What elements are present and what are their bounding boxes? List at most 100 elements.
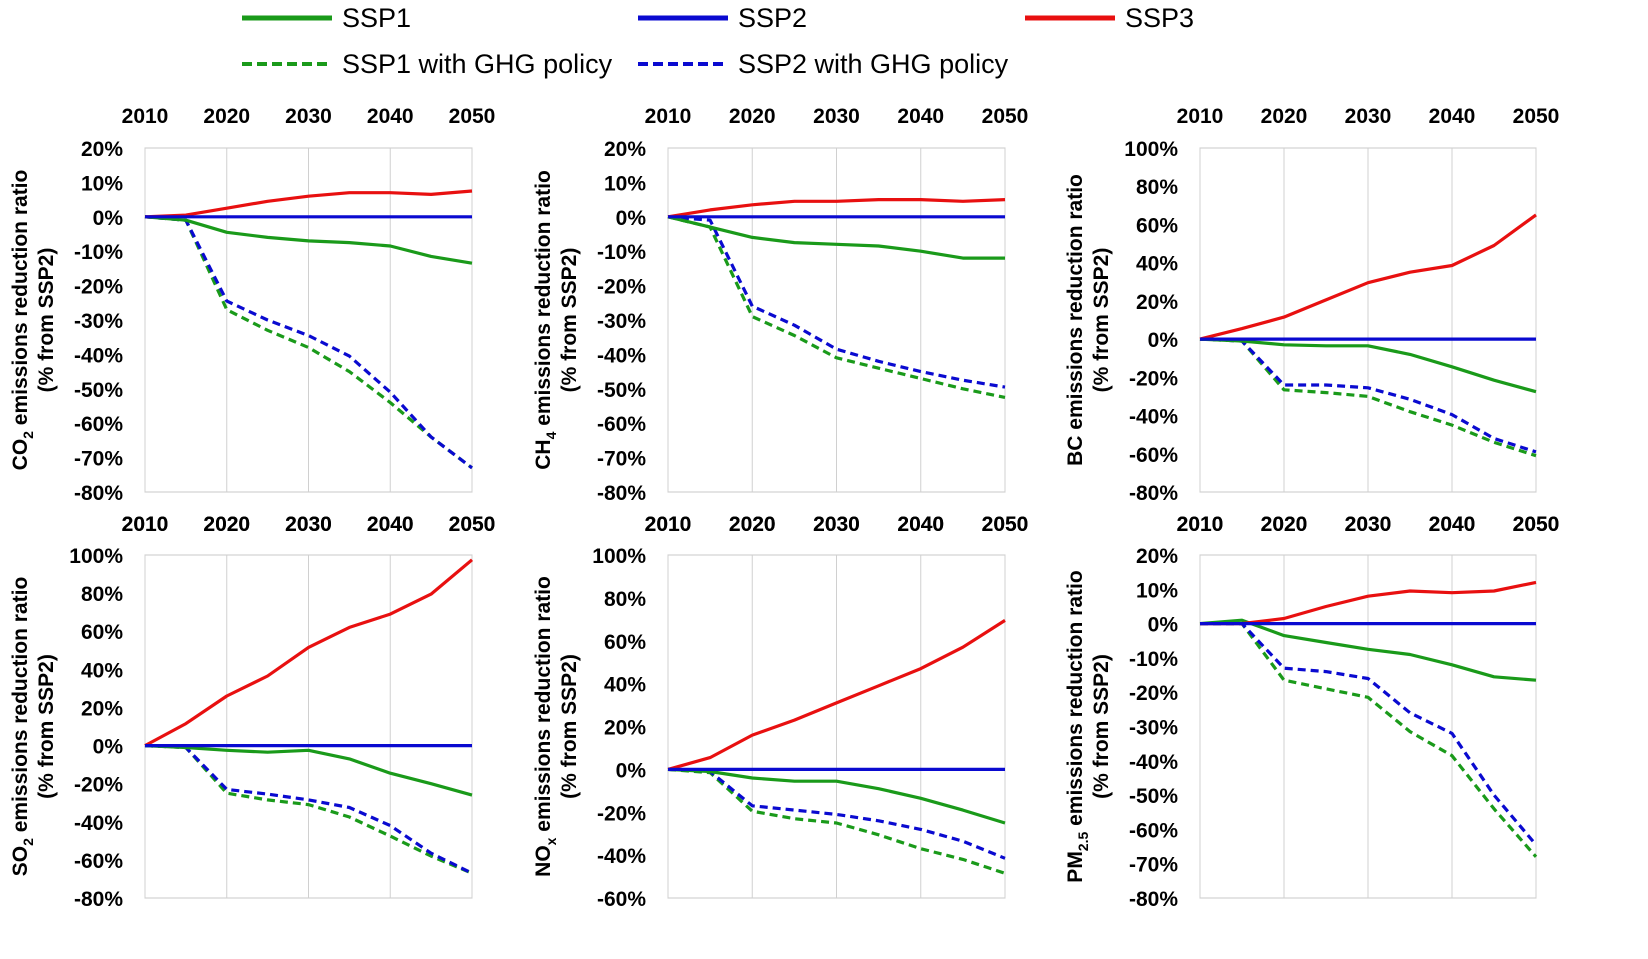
y-tick-label: -10% (1129, 648, 1178, 671)
series-line-ssp1-with-ghg-policy (667, 215, 1006, 399)
legend-label-ssp2: SSP2 (738, 2, 808, 33)
y-tick-label: -70% (74, 448, 123, 471)
x-tick-label: 2050 (982, 105, 1029, 128)
series-line-ssp1 (144, 215, 473, 265)
y-axis-label-rest: emissions reduction ratio (1064, 570, 1087, 831)
y-tick-label: 80% (604, 588, 646, 611)
y-tick-label: -80% (1129, 482, 1178, 505)
y-tick-label: -50% (1129, 785, 1178, 808)
y-axis-label-rest: emissions reduction ratio (9, 170, 32, 431)
legend-label-ssp1: SSP1 (342, 2, 412, 33)
legend-item-ssp1-ghg: SSP1 with GHG policy (242, 49, 612, 79)
y-tick-label: -60% (74, 850, 123, 873)
y-tick-label: -80% (1129, 888, 1178, 911)
y-tick-label: -20% (74, 276, 123, 299)
x-tick-label: 2020 (203, 105, 250, 128)
y-axis-label-subscript: 2.5 (1075, 832, 1091, 852)
y-tick-label: -20% (597, 276, 646, 299)
legend-swatch-ssp2-ghg (638, 62, 728, 66)
y-tick-label: -40% (1129, 751, 1178, 774)
x-tick-label: 2030 (813, 513, 860, 536)
legend-label-ssp3: SSP3 (1125, 2, 1195, 33)
y-axis-label-rest: emissions reduction ratio (532, 170, 555, 431)
y-axis-label: PM2.5 emissions reduction ratio (1064, 570, 1091, 882)
y-tick-label: 20% (1136, 545, 1178, 568)
legend: SSP1 SSP2 SSP3 SSP1 with GHG policy SSP2… (0, 0, 1648, 90)
y-tick-label: 20% (81, 138, 123, 161)
y-axis-label: NOx emissions reduction ratio (532, 576, 559, 877)
x-tick-label: 2010 (645, 513, 692, 536)
series-line-ssp2-with-ghg-policy (1199, 337, 1537, 454)
x-tick-label: 2030 (1345, 513, 1392, 536)
y-axis-label-subscript: 4 (543, 431, 559, 439)
x-tick-label: 2050 (982, 513, 1029, 536)
y-tick-label: 60% (1136, 214, 1178, 237)
legend-item-ssp2-ghg: SSP2 with GHG policy (638, 49, 1008, 79)
y-tick-label: -70% (1129, 854, 1178, 877)
y-axis-label-line2: (% from SSP2) (35, 654, 58, 799)
y-tick-label: 40% (1136, 253, 1178, 276)
y-tick-label: -60% (597, 413, 646, 436)
y-axis-label: CO2 emissions reduction ratio (9, 170, 36, 471)
x-tick-label: 2010 (122, 105, 169, 128)
series-line-ssp1-with-ghg-policy (667, 767, 1006, 875)
chart-panel-4: 100% 80% 60% 40% 20% 0% -20% -40% -60% -80% 2010 20… (9, 513, 495, 911)
y-tick-label: 40% (604, 674, 646, 697)
series-line-ssp2-with-ghg-policy (1200, 621, 1538, 846)
series-line-ssp1 (1199, 337, 1537, 394)
series-line-ssp1 (667, 767, 1006, 825)
y-tick-label: 10% (604, 172, 646, 195)
y-axis-label-rest: emissions reduction ratio (9, 577, 32, 838)
y-axis-label: SO2 emissions reduction ratio (9, 577, 36, 877)
y-tick-label: -30% (597, 310, 646, 333)
y-tick-label: -60% (597, 888, 646, 911)
x-tick-label: 2050 (1513, 105, 1560, 128)
y-axis-label-subscript: 2 (20, 431, 36, 439)
y-axis-label-main: CO (9, 439, 32, 471)
y-tick-label: 40% (81, 659, 123, 682)
chart-panel-1: 20% 10% 0% -10% -20% -30% -40% -50% -60% -70% -80%… (9, 105, 495, 536)
series-line-ssp1-with-ghg-policy (144, 744, 473, 875)
y-tick-label: -60% (1129, 819, 1178, 842)
y-tick-label: -60% (1129, 444, 1178, 467)
y-tick-label: -80% (74, 482, 123, 505)
y-tick-label: -40% (1129, 406, 1178, 429)
x-tick-label: 2040 (897, 513, 944, 536)
y-axis-label-line2: (% from SSP2) (1090, 248, 1113, 393)
y-tick-label: -70% (597, 448, 646, 471)
chart-panel-6: 20% 10% 0% -10% -20% -30% -40% -50% -60% -70% -80%… (1064, 513, 1559, 911)
y-axis-label-main: SO (9, 846, 32, 876)
y-tick-label: -60% (74, 413, 123, 436)
y-tick-label: 80% (81, 583, 123, 606)
x-tick-label: 2040 (367, 513, 414, 536)
y-tick-label: 100% (1124, 138, 1178, 161)
x-tick-label: 2040 (367, 105, 414, 128)
x-tick-label: 2010 (645, 105, 692, 128)
series-line-ssp2-with-ghg-policy (144, 215, 473, 470)
legend-swatch-ssp2 (638, 15, 728, 21)
series-line-ssp3 (1199, 213, 1537, 341)
y-tick-label: 0% (616, 759, 647, 782)
y-tick-label: 0% (616, 207, 647, 230)
x-tick-label: 2020 (729, 105, 776, 128)
y-axis-label: CH4 emissions reduction ratio (532, 170, 559, 470)
x-tick-label: 2010 (1177, 513, 1224, 536)
x-tick-label: 2030 (285, 105, 332, 128)
legend-swatch-ssp3 (1025, 15, 1115, 21)
y-tick-label: -10% (74, 241, 123, 264)
y-axis-label-main: CH (532, 439, 555, 469)
y-axis-label-rest: emissions reduction ratio (532, 576, 555, 837)
x-tick-label: 2030 (1345, 105, 1392, 128)
y-axis-label-line2: (% from SSP2) (558, 248, 581, 393)
y-axis-label-main: BC (1064, 436, 1087, 466)
y-tick-label: -50% (597, 379, 646, 402)
y-tick-label: 80% (1136, 176, 1178, 199)
x-tick-label: 2010 (1177, 105, 1224, 128)
y-tick-label: -30% (1129, 717, 1178, 740)
x-tick-label: 2050 (1513, 513, 1560, 536)
x-tick-label: 2050 (449, 105, 496, 128)
y-axis-label-subscript: x (543, 837, 559, 845)
x-tick-label: 2010 (645, 513, 692, 536)
x-tick-label: 2010 (122, 513, 169, 536)
